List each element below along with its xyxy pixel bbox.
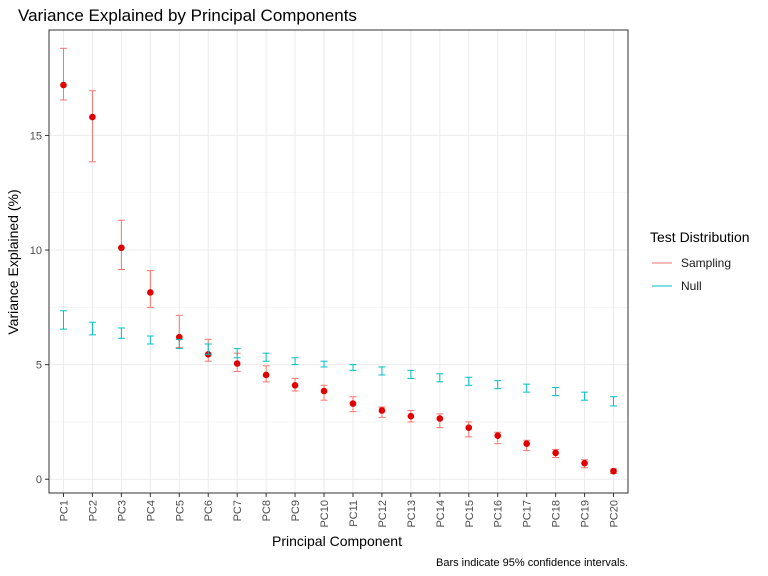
data-point <box>378 407 386 414</box>
data-point <box>581 459 588 467</box>
data-point <box>436 415 444 422</box>
error-bar <box>59 47 67 101</box>
error-bar <box>146 335 154 345</box>
x-tick-label: PC5 <box>174 500 186 521</box>
x-axis: PC1 PC2 PC3 PC4 PC5 PC6 PC7 PC8 PC9 PC10 PC11 PC12 P… <box>58 493 621 528</box>
x-tick-label: PC16 <box>493 500 505 528</box>
y-axis-title: Variance Explained (%) <box>5 189 21 334</box>
data-point <box>147 289 154 296</box>
legend-title: Test Distribution <box>650 229 750 245</box>
data-point <box>291 381 299 389</box>
data-point <box>465 424 473 431</box>
data-point <box>523 440 530 448</box>
x-tick-label: PC17 <box>522 500 534 528</box>
error-bar <box>436 373 444 383</box>
y-tick-label: 0 <box>36 474 42 486</box>
x-tick-label: PC18 <box>551 500 563 528</box>
error-bar <box>262 352 270 362</box>
error-bar <box>320 360 328 368</box>
error-bar <box>552 387 560 397</box>
x-tick-label: PC20 <box>609 500 621 528</box>
data-point <box>494 432 502 439</box>
error-bar <box>117 327 125 339</box>
x-tick-label: PC3 <box>116 500 128 521</box>
data-point <box>118 244 125 252</box>
error-bar <box>407 369 415 379</box>
x-tick-label: PC13 <box>406 500 418 528</box>
series-null <box>59 310 618 407</box>
legend-label-null: Null <box>681 279 702 293</box>
x-tick-label: PC12 <box>377 500 389 528</box>
plot-panel <box>48 29 629 494</box>
error-bar <box>581 391 589 401</box>
x-tick-label: PC2 <box>87 500 99 521</box>
data-point <box>89 113 96 121</box>
error-bar <box>88 321 96 336</box>
data-point <box>407 412 415 420</box>
error-bar <box>204 343 212 355</box>
x-tick-label: PC11 <box>348 500 360 527</box>
data-point <box>60 81 67 89</box>
x-tick-label: PC7 <box>232 500 244 521</box>
data-point <box>175 333 183 341</box>
error-bar <box>523 383 531 393</box>
error-bar <box>146 270 154 308</box>
y-axis: 0 5 10 15 <box>30 130 49 486</box>
y-tick-label: 5 <box>36 360 42 372</box>
series-sampling <box>59 47 618 475</box>
legend: Test Distribution Sampling Null <box>650 229 750 293</box>
x-axis-title: Principal Component <box>272 533 402 549</box>
panel-border <box>48 29 629 494</box>
error-bar <box>610 396 618 407</box>
x-tick-label: PC6 <box>203 500 215 521</box>
x-tick-label: PC14 <box>435 500 447 528</box>
error-bar <box>465 376 473 386</box>
error-bar <box>494 380 502 390</box>
series-layer <box>59 47 618 475</box>
data-point <box>320 387 328 395</box>
x-tick-label: PC15 <box>464 500 476 528</box>
x-tick-label: PC4 <box>145 500 157 521</box>
error-bar <box>175 338 183 350</box>
error-bar <box>88 90 96 163</box>
data-point <box>610 467 617 475</box>
error-bar <box>349 364 357 371</box>
data-point <box>262 371 270 379</box>
data-point <box>233 360 241 367</box>
legend-label-sampling: Sampling <box>681 256 731 270</box>
x-tick-label: PC1 <box>58 500 70 521</box>
chart-title: Variance Explained by Principal Componen… <box>18 6 357 25</box>
error-bar <box>59 310 67 330</box>
x-tick-label: PC10 <box>319 500 331 528</box>
data-point <box>349 400 357 407</box>
chart-caption: Bars indicate 95% confidence intervals. <box>436 557 628 569</box>
error-bar <box>233 348 241 359</box>
error-bar <box>378 366 386 376</box>
error-bar <box>291 357 299 366</box>
y-tick-label: 15 <box>30 130 42 142</box>
x-tick-label: PC8 <box>261 500 273 521</box>
data-point <box>552 449 559 457</box>
x-tick-label: PC19 <box>580 500 592 528</box>
x-tick-label: PC9 <box>290 500 302 521</box>
y-tick-label: 10 <box>30 245 42 257</box>
